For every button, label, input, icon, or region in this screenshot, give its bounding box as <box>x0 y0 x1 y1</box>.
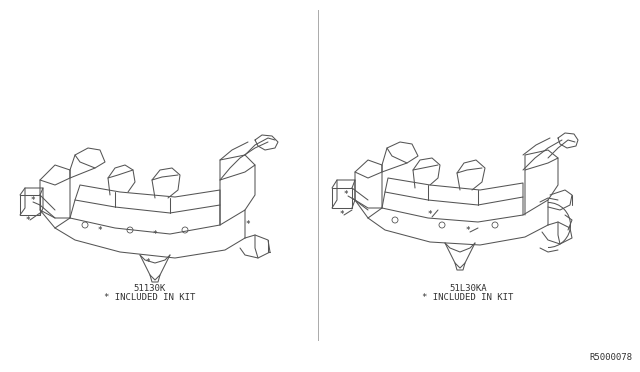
Text: *: * <box>344 190 348 199</box>
Text: *: * <box>340 211 344 219</box>
Text: *: * <box>466 225 470 234</box>
Text: *: * <box>246 221 250 230</box>
Text: *: * <box>153 231 157 240</box>
Text: *: * <box>31 196 35 205</box>
Text: *: * <box>146 257 150 266</box>
Text: * INCLUDED IN KIT: * INCLUDED IN KIT <box>422 293 514 302</box>
Text: *: * <box>428 211 432 219</box>
Text: R5000078: R5000078 <box>589 353 632 362</box>
Text: 51L30KA: 51L30KA <box>449 284 487 293</box>
Text: * INCLUDED IN KIT: * INCLUDED IN KIT <box>104 293 196 302</box>
Text: 51130K: 51130K <box>134 284 166 293</box>
Text: *: * <box>26 215 30 224</box>
Text: *: * <box>98 225 102 234</box>
